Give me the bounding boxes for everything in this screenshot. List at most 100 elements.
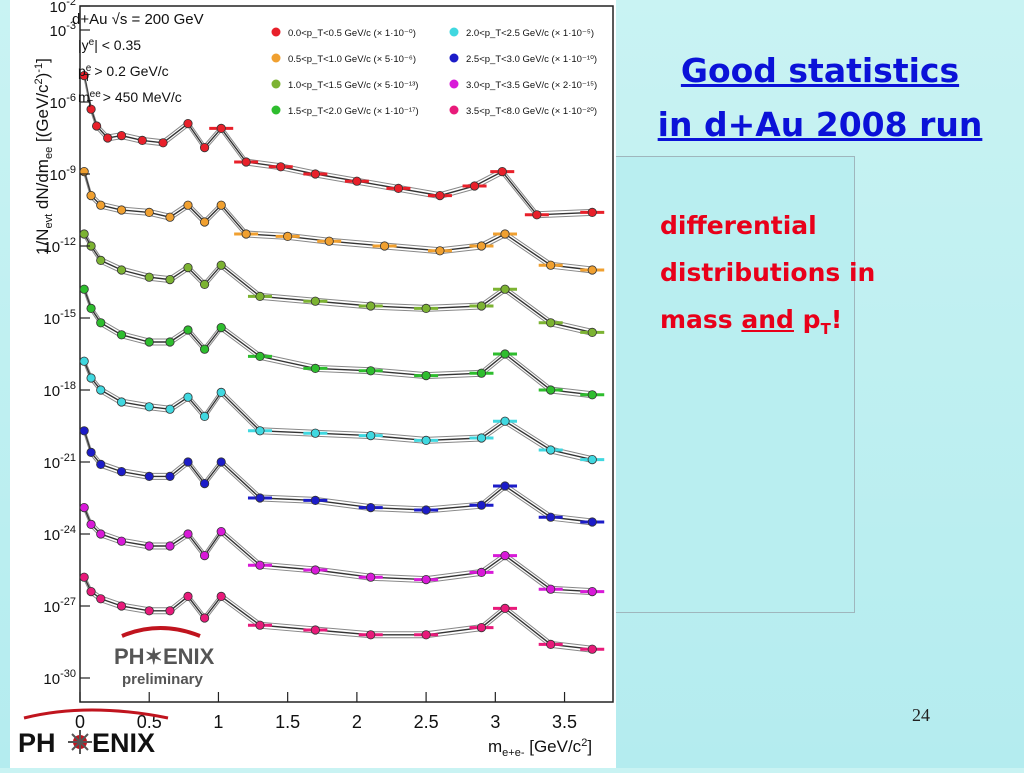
logo-text-left: PH: [18, 728, 56, 758]
slide-note: differential distributions in mass and p…: [660, 202, 940, 353]
y-axis-label: 1/Nevt dN/dmee [(GeV/c2)-1]: [33, 58, 55, 255]
data-point: [183, 529, 193, 539]
data-point: [216, 387, 226, 397]
legend-entry: 1.0<p_T<1.5 GeV/c (× 5·10⁻¹³): [288, 80, 418, 91]
title-line-1: Good statistics: [680, 51, 960, 90]
data-point: [86, 104, 96, 114]
data-point: [79, 426, 89, 436]
data-point: [96, 594, 106, 604]
chart-background: [10, 0, 616, 768]
data-point: [199, 279, 210, 289]
data-point: [500, 229, 510, 239]
data-point: [137, 135, 147, 145]
data-point: [500, 349, 510, 359]
data-point: [587, 454, 597, 465]
data-point: [86, 303, 96, 313]
data-point: [199, 550, 210, 561]
slide-title: Good statistics in d+Au 2008 run: [640, 44, 1000, 152]
data-point: [216, 457, 226, 467]
data-point: [379, 241, 390, 251]
text-panel: [614, 156, 855, 613]
logo-swoosh-icon: [23, 708, 169, 720]
y-tick-label: 10-9: [50, 164, 76, 184]
x-axis-label: me+e- [GeV/c2]: [488, 737, 592, 759]
data-point: [79, 502, 89, 513]
legend-marker: [449, 105, 459, 115]
data-point: [165, 404, 175, 414]
data-point: [255, 493, 265, 503]
data-point: [199, 344, 210, 354]
data-point: [144, 606, 154, 616]
legend-marker: [271, 53, 281, 63]
data-point: [96, 318, 106, 328]
note-and: and: [741, 305, 794, 334]
data-point: [366, 630, 376, 640]
y-tick-label: 10-3: [50, 20, 76, 40]
data-point: [79, 229, 89, 239]
data-point: [255, 426, 265, 436]
legend-marker: [449, 27, 459, 37]
data-point: [96, 529, 106, 539]
data-point: [587, 390, 597, 400]
preliminary-text: preliminary: [122, 671, 204, 688]
data-point: [366, 301, 376, 311]
data-point: [255, 620, 265, 630]
data-point: [86, 373, 96, 383]
phenix-preliminary-logo: PH✶ENIX preliminary: [114, 626, 215, 688]
legend: 0.0<p_T<0.5 GeV/c (× 1·10⁻⁰) 0.5<p_T<1.0 …: [271, 27, 597, 117]
data-point: [116, 205, 127, 215]
data-point: [144, 272, 154, 282]
y-tick-label: 10-21: [43, 452, 76, 472]
data-point: [92, 121, 102, 131]
data-point: [183, 262, 193, 273]
data-point: [199, 217, 210, 227]
data-point: [158, 138, 168, 148]
data-point: [310, 625, 320, 635]
data-point: [310, 363, 320, 373]
data-point: [587, 644, 597, 654]
data-point: [587, 207, 597, 217]
data-point: [116, 466, 127, 477]
data-point: [165, 471, 175, 481]
data-point: [587, 327, 597, 337]
data-point: [183, 591, 193, 602]
data-point: [435, 191, 445, 201]
data-point: [310, 169, 320, 179]
data-point: [500, 603, 510, 614]
y-tick-label: 10-30: [43, 668, 76, 688]
info-line-energy: d+Au √s = 200 GeV: [72, 11, 204, 28]
data-point: [216, 123, 226, 133]
data-point: [476, 500, 487, 510]
data-point: [183, 392, 193, 402]
legend-entry: 1.5<p_T<2.0 GeV/c (× 1·10⁻¹⁷): [288, 106, 419, 117]
data-point: [546, 584, 556, 594]
note-line-2: distributions in: [660, 258, 876, 287]
data-point: [216, 322, 226, 333]
data-point: [199, 143, 210, 153]
data-point: [352, 176, 362, 186]
data-point: [366, 366, 376, 376]
plot-frame: [79, 5, 614, 703]
data-point: [116, 131, 127, 141]
logo-star-icon: [68, 730, 92, 754]
y-tick-label: 10-2: [50, 0, 76, 16]
data-point: [86, 447, 96, 457]
x-tick-label: 0: [75, 712, 85, 732]
data-point: [144, 402, 154, 412]
data-point: [144, 471, 154, 481]
data-point: [587, 586, 597, 597]
data-point: [216, 200, 226, 210]
data-point: [546, 445, 556, 455]
y-tick-label: 10-24: [43, 524, 76, 544]
chart-area: 0 0.5 1 1.5 2 2.5 3 3.5 10-2 10-3 10-6 10-9 10-12 10-…: [10, 0, 616, 768]
data-point: [199, 478, 210, 489]
data-point: [79, 284, 89, 294]
data-point: [165, 606, 175, 616]
phenix-logo: PH ENIX: [18, 708, 178, 765]
legend-entry: 3.0<p_T<3.5 GeV/c (× 2·10⁻¹⁵): [466, 80, 597, 91]
y-tick-label: 10-27: [43, 596, 76, 616]
data-point: [241, 157, 251, 167]
data-point: [532, 210, 542, 220]
data-point: [165, 337, 175, 347]
x-tick-label: 2.5: [414, 712, 439, 732]
